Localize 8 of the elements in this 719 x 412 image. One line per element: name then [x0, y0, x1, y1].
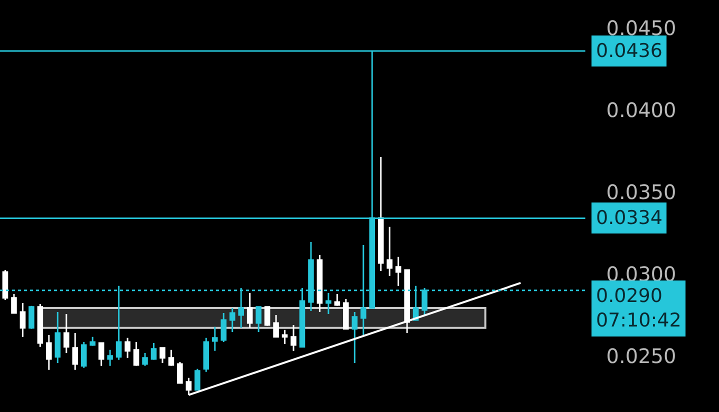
y-tick-label: 0.0350 [606, 180, 676, 204]
y-tick-label: 0.0450 [606, 16, 676, 40]
ref-line-label: 0.0436 [596, 40, 662, 62]
y-tick-label: 0.0400 [606, 98, 676, 122]
y-tick-label: 0.0300 [606, 262, 676, 286]
y-tick-label: 0.0250 [606, 344, 676, 368]
ref-line-label: 0.0334 [596, 207, 662, 229]
ref-line-label: 0.0290 07:10:42 [596, 285, 682, 332]
